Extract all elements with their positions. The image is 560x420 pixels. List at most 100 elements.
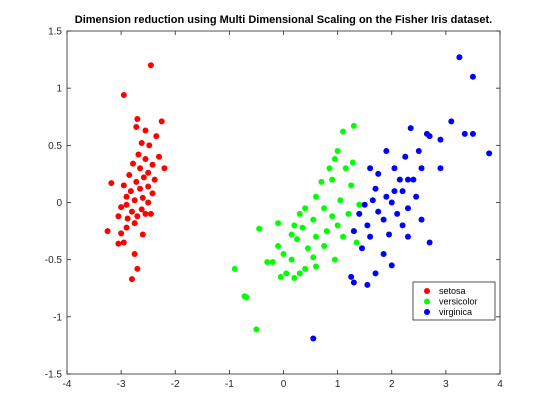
virginica-point	[348, 273, 355, 280]
versicolor-point	[310, 216, 317, 223]
setosa-point	[158, 118, 165, 125]
setosa-point	[149, 190, 156, 197]
virginica-point	[469, 73, 476, 80]
versicolor-point	[348, 182, 355, 189]
virginica-point	[380, 250, 387, 257]
versicolor-point	[277, 273, 284, 280]
virginica-point	[437, 165, 444, 172]
setosa-point	[161, 165, 168, 172]
versicolor-point	[321, 242, 328, 249]
virginica-point	[399, 222, 406, 229]
setosa-point	[147, 62, 154, 69]
versicolor-point	[318, 178, 325, 185]
setosa-point	[133, 124, 140, 131]
setosa-point	[126, 172, 133, 179]
versicolor-point	[331, 156, 338, 163]
versicolor-point	[280, 250, 287, 257]
setosa-point	[146, 142, 153, 149]
setosa-point	[123, 224, 130, 231]
legend-marker-versicolor	[424, 298, 430, 305]
versicolor-point	[356, 201, 363, 208]
versicolor-point	[329, 176, 336, 183]
setosa-point	[104, 228, 111, 235]
versicolor-point	[291, 274, 298, 281]
legend-marker-virginica	[424, 309, 430, 315]
legend-label-setosa: setosa	[439, 286, 466, 296]
virginica-point	[364, 281, 371, 288]
virginica-point	[437, 136, 444, 143]
setosa-point	[137, 165, 144, 172]
virginica-point	[367, 165, 374, 172]
virginica-point	[418, 216, 425, 223]
setosa-point	[115, 213, 122, 220]
setosa-point	[151, 176, 158, 183]
virginica-point	[388, 199, 395, 206]
versicolor-point	[296, 210, 303, 217]
setosa-point	[120, 239, 127, 246]
versicolor-point	[312, 263, 319, 270]
y-tick-label: -0.5	[45, 255, 63, 266]
virginica-point	[350, 228, 357, 235]
versicolor-point	[302, 265, 309, 272]
virginica-point	[358, 245, 365, 252]
setosa-point	[156, 153, 163, 160]
virginica-point	[394, 210, 401, 217]
versicolor-point	[345, 210, 352, 217]
versicolor-point	[349, 159, 356, 166]
setosa-point	[139, 231, 146, 238]
chart-title: Dimension reduction using Multi Dimensio…	[75, 14, 492, 26]
setosa-point	[118, 204, 125, 211]
setosa-point	[135, 151, 142, 158]
versicolor-point	[331, 256, 338, 263]
virginica-point	[356, 210, 363, 217]
virginica-point	[310, 335, 317, 342]
x-tick-label: -3	[117, 379, 126, 390]
versicolor-point	[337, 197, 344, 204]
virginica-point	[448, 118, 455, 125]
versicolor-point	[340, 128, 347, 135]
y-tick-label: 1	[56, 84, 62, 95]
versicolor-point	[256, 225, 263, 232]
virginica-point	[386, 231, 393, 238]
virginica-point	[486, 150, 493, 157]
x-tick-label: 1	[335, 379, 341, 390]
axes-frame	[66, 30, 501, 375]
virginica-point	[391, 188, 398, 195]
setosa-point	[123, 193, 130, 200]
virginica-point	[391, 165, 398, 172]
virginica-point	[372, 185, 379, 192]
setosa-point	[142, 210, 149, 217]
setosa-point	[115, 240, 122, 247]
setosa-point	[131, 250, 138, 257]
setosa-point	[120, 182, 127, 189]
versicolor-point	[288, 256, 295, 263]
setosa-point	[139, 194, 146, 201]
setosa-point	[134, 213, 141, 220]
virginica-point	[413, 193, 420, 200]
setosa-point	[131, 197, 138, 204]
x-tick-label: 3	[443, 379, 449, 390]
versicolor-point	[312, 233, 319, 240]
setosa-point	[127, 188, 134, 195]
versicolor-point	[243, 294, 250, 301]
setosa-point	[142, 156, 149, 163]
versicolor-point	[288, 231, 295, 238]
setosa-point	[128, 208, 135, 215]
x-tick-label: -2	[171, 379, 180, 390]
setosa-point	[133, 178, 140, 185]
virginica-point	[375, 208, 382, 215]
virginica-point	[404, 176, 411, 183]
setosa-point	[140, 174, 147, 181]
legend-marker-setosa	[424, 288, 430, 294]
versicolor-point	[310, 254, 317, 261]
virginica-point	[415, 148, 422, 155]
virginica-point	[456, 54, 463, 61]
x-tick-label: 0	[281, 379, 287, 390]
versicolor-point	[350, 122, 357, 129]
virginica-point	[404, 205, 411, 212]
virginica-point	[350, 279, 357, 286]
setosa-point	[130, 160, 137, 167]
setosa-point	[108, 180, 115, 187]
legend-label-versicolor: versicolor	[439, 297, 478, 307]
versicolor-point	[296, 270, 303, 277]
